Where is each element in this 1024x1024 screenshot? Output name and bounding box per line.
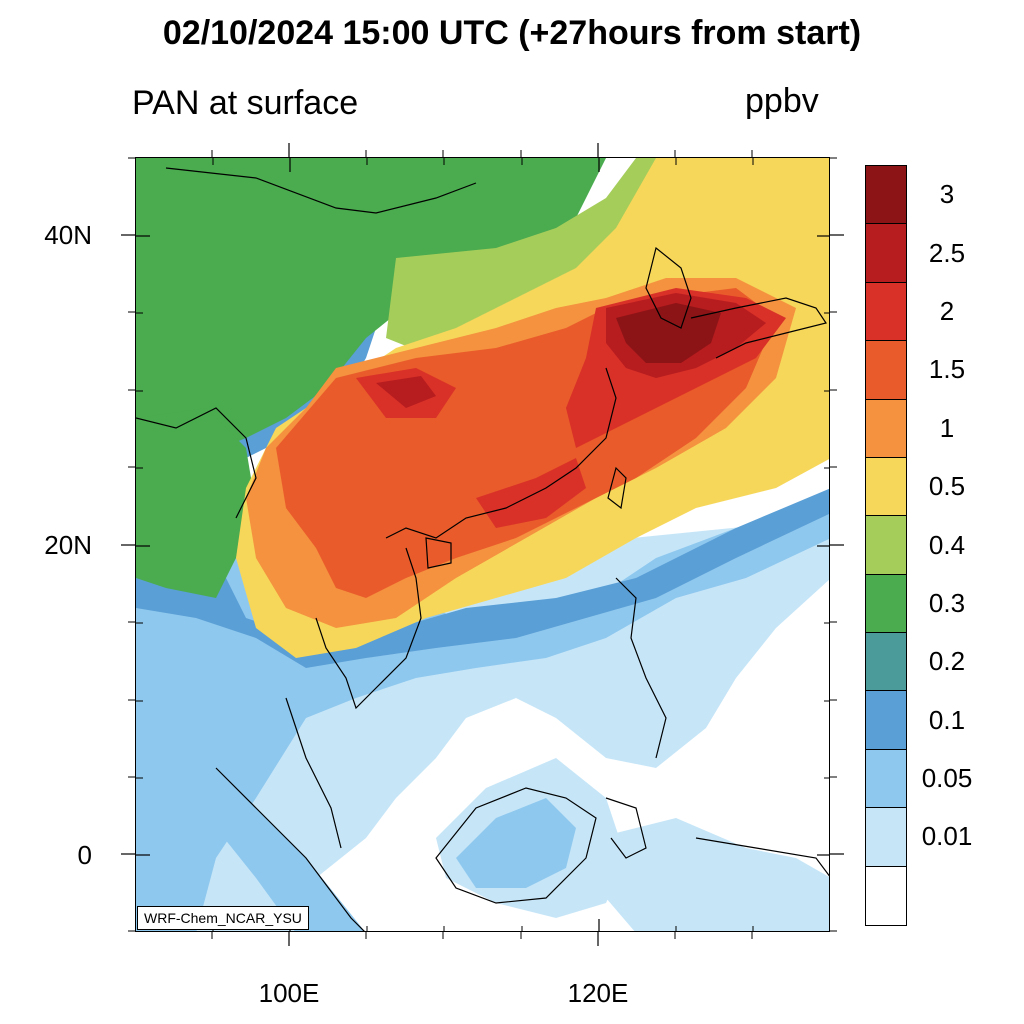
colorbar xyxy=(865,165,907,926)
lat-label-0: 0 xyxy=(77,840,92,870)
coast-borneo xyxy=(435,787,597,904)
coast-sulawesi xyxy=(605,797,647,859)
colorbar-box xyxy=(866,166,906,225)
coast-china xyxy=(385,367,617,539)
map-panel xyxy=(135,157,830,932)
coast-malay xyxy=(285,697,342,849)
border-mongolia xyxy=(165,167,477,214)
colorbar-label: 2 xyxy=(939,295,955,326)
field-level-3 xyxy=(616,303,721,363)
field-level-0.1-south xyxy=(136,488,829,668)
model-credit: WRF-Chem_NCAR_YSU xyxy=(137,906,309,930)
variable-label: PAN at surface xyxy=(132,84,359,122)
colorbar-label: 0.05 xyxy=(921,763,973,794)
colorbar-box xyxy=(866,633,906,692)
coast-philippines xyxy=(615,577,667,759)
lat-label-40n: 40N xyxy=(44,220,92,250)
colorbar-label: 0.1 xyxy=(928,704,966,735)
colorbar-box xyxy=(866,399,906,458)
lon-label-100e: 100E xyxy=(258,978,320,1008)
colorbar-box xyxy=(866,808,906,867)
colorbar-label: 3 xyxy=(939,179,955,210)
lat-label-20n: 20N xyxy=(44,530,92,560)
frame-ticks xyxy=(136,158,829,931)
border-sw xyxy=(136,407,257,519)
field-level-0.3-west xyxy=(136,408,256,598)
colorbar-label: 0.01 xyxy=(921,821,973,852)
colorbar-label: 1.5 xyxy=(928,354,966,385)
lon-label-120e: 120E xyxy=(567,978,629,1008)
coastlines xyxy=(136,167,829,931)
map-title: 02/10/2024 15:00 UTC (+27hours from star… xyxy=(162,14,862,52)
coast-hainan xyxy=(425,537,452,569)
colorbar-label: 0.5 xyxy=(928,471,966,502)
coast-japan xyxy=(690,297,827,359)
colorbar-box xyxy=(866,457,906,517)
units-label: ppbv xyxy=(745,82,819,120)
field-level-0.3 xyxy=(136,158,606,458)
field-level-2-se xyxy=(476,458,586,528)
coast-sumatra xyxy=(215,767,365,931)
colorbar-box xyxy=(866,749,906,809)
colorbar-box xyxy=(866,341,906,400)
colorbar-box xyxy=(866,516,906,575)
coast-newguinea xyxy=(695,837,829,877)
concentration-field xyxy=(136,158,829,931)
field-level-0.05-sumatra xyxy=(196,768,365,931)
colorbar-label: 1 xyxy=(939,412,955,443)
colorbar-box xyxy=(866,691,906,750)
coast-indochina xyxy=(315,547,422,710)
colorbar-boxes xyxy=(866,166,906,925)
colorbar-box xyxy=(866,574,906,633)
coast-taiwan xyxy=(607,466,627,510)
field-level-2.5 xyxy=(376,376,436,408)
colorbar-label: 0.2 xyxy=(928,646,966,677)
colorbar-box xyxy=(866,866,906,925)
colorbar-label: 0.4 xyxy=(928,529,966,560)
colorbar-label: 0.3 xyxy=(928,587,966,618)
field-level-0.05-borneo xyxy=(456,798,576,888)
colorbar-box xyxy=(866,282,906,342)
colorbar-label: 2.5 xyxy=(928,237,966,268)
field-level-0.01-ng xyxy=(596,818,829,931)
field-level-0.4 xyxy=(386,158,656,358)
colorbar-box xyxy=(866,224,906,283)
coast-korea xyxy=(645,246,692,329)
